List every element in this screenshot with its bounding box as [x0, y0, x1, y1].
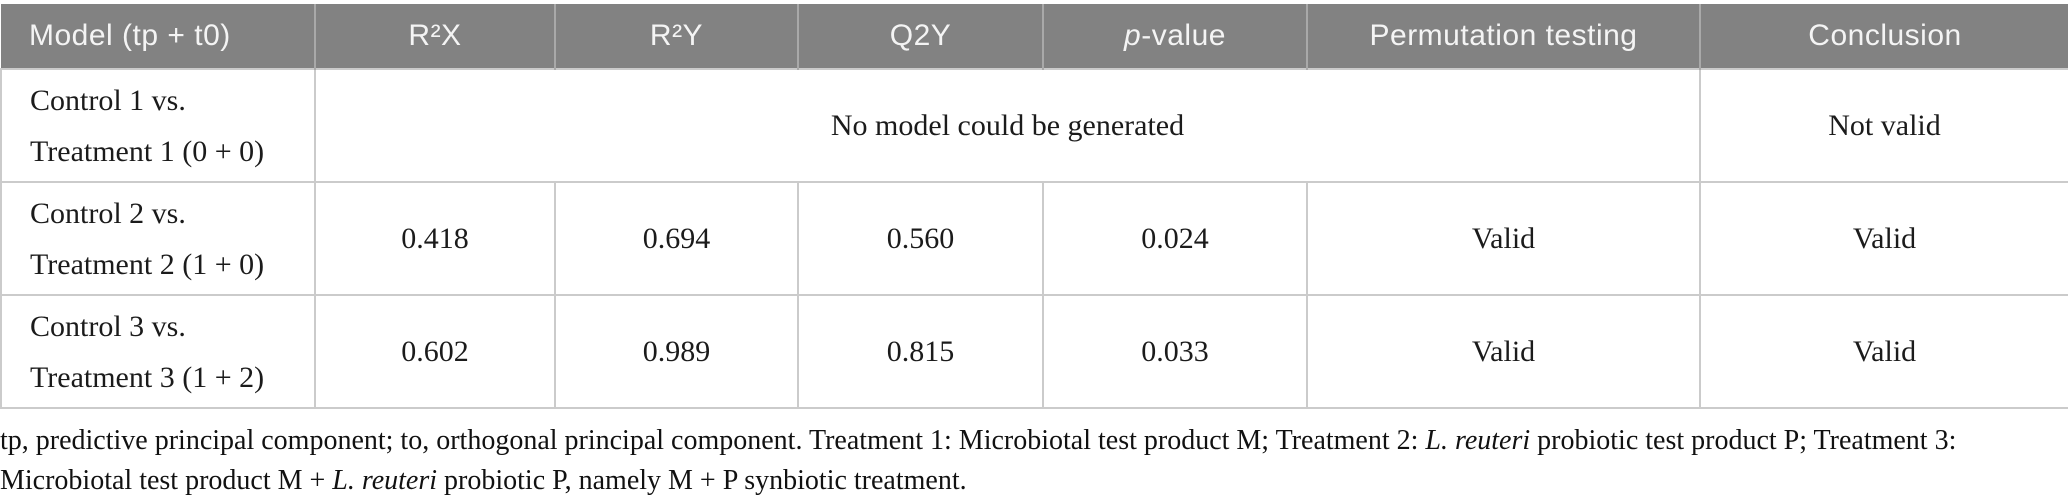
- header-conclusion-column: Conclusion: [1700, 4, 2068, 69]
- table-header-row: Model (tp + t0) R²X R²Y Q2Y p-value Perm…: [1, 4, 2068, 69]
- footnote-part-3: probiotic P, namely M + P synbiotic trea…: [437, 465, 967, 496]
- model-line-2: Treatment 3 (1 + 2): [30, 360, 265, 394]
- conclusion-cell: Valid: [1699, 181, 2068, 296]
- header-q2y-column: Q2Y: [798, 4, 1044, 69]
- footnote-part-2: probiotic test product P; Treatment 3: M…: [0, 425, 1957, 496]
- r2x-value-cell: 0.418: [314, 181, 556, 296]
- r2y-value-cell: 0.694: [554, 181, 799, 296]
- header-r2x-label: R²X: [408, 19, 462, 52]
- permutation-cell: Valid: [1306, 181, 1701, 296]
- table-row-control2: Control 2 vs. Treatment 2 (1 + 0) 0.418 …: [0, 181, 2068, 296]
- header-model-column: Model (tp + t0): [1, 4, 316, 69]
- q2y-value-cell: 0.815: [797, 294, 1044, 409]
- r2y-value-cell: 0.989: [554, 294, 799, 409]
- model-cell-control2: Control 2 vs. Treatment 2 (1 + 0): [0, 181, 316, 296]
- header-r2y-label: R²Y: [649, 19, 704, 52]
- opls-da-results-table: Model (tp + t0) R²X R²Y Q2Y p-value Perm…: [0, 4, 2068, 409]
- conclusion-cell: Not valid: [1699, 68, 2068, 183]
- table-row-control3: Control 3 vs. Treatment 3 (1 + 2) 0.602 …: [0, 294, 2068, 409]
- no-model-span-cell: No model could be generated: [314, 68, 1701, 183]
- model-line-2: Treatment 2 (1 + 0): [30, 247, 265, 281]
- header-r2y-column: R²Y: [555, 4, 799, 69]
- pvalue-cell: 0.033: [1042, 294, 1308, 409]
- model-cell-control1: Control 1 vs. Treatment 1 (0 + 0): [0, 68, 316, 183]
- header-pvalue-italic-p: p: [1124, 19, 1142, 52]
- model-cell-control3: Control 3 vs. Treatment 3 (1 + 2): [0, 294, 316, 409]
- model-line-1: Control 3 vs.: [30, 309, 186, 343]
- model-line-1: Control 1 vs.: [30, 83, 186, 117]
- model-line-1: Control 2 vs.: [30, 196, 186, 230]
- table-row-control1: Control 1 vs. Treatment 1 (0 + 0) No mod…: [0, 68, 2068, 183]
- footnote-species-italic-1: L. reuteri: [1425, 425, 1531, 456]
- header-pvalue-rest: -value: [1141, 19, 1226, 52]
- table-footnote: tp, predictive principal component; to, …: [0, 421, 2068, 497]
- footnote-part-1: tp, predictive principal component; to, …: [0, 425, 1426, 456]
- q2y-value-cell: 0.560: [797, 181, 1044, 296]
- footnote-species-italic-2: L. reuteri: [332, 465, 438, 496]
- header-r2x-column: R²X: [315, 4, 556, 69]
- pvalue-cell: 0.024: [1042, 181, 1308, 296]
- header-pvalue-column: p-value: [1043, 4, 1308, 69]
- conclusion-cell: Valid: [1699, 294, 2068, 409]
- header-permutation-column: Permutation testing: [1307, 4, 1701, 69]
- model-line-2: Treatment 1 (0 + 0): [30, 134, 265, 168]
- r2x-value-cell: 0.602: [314, 294, 556, 409]
- permutation-cell: Valid: [1306, 294, 1701, 409]
